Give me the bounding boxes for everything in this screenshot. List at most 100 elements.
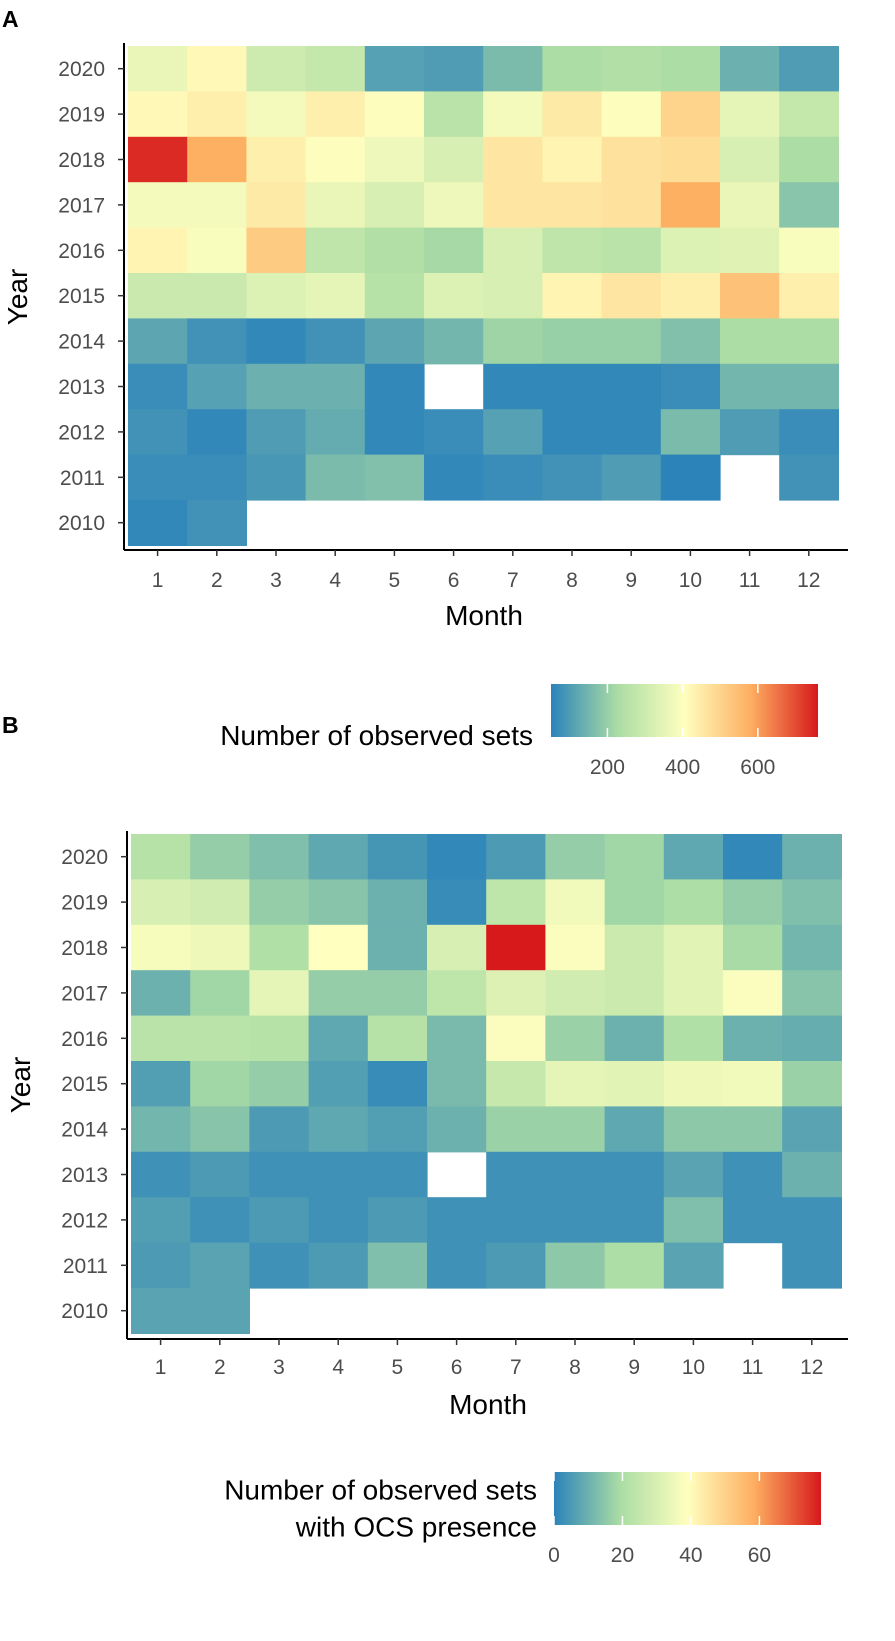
heatmap-cell — [187, 318, 247, 365]
heatmap-cell — [364, 136, 425, 183]
heatmap-cell — [246, 454, 307, 501]
x-tick-label: 4 — [332, 1356, 344, 1379]
heatmap-cell — [779, 136, 839, 183]
heatmap-cell — [545, 924, 606, 971]
x-tick-label: 10 — [679, 569, 702, 592]
y-tick-label: 2012 — [58, 421, 105, 444]
heatmap-cell — [246, 46, 307, 92]
heatmap-cell — [483, 273, 543, 319]
heatmap-cell — [486, 1197, 546, 1244]
x-tick-label: 11 — [739, 569, 761, 592]
heatmap-cell — [364, 227, 425, 274]
y-tick-label: 2017 — [61, 982, 108, 1005]
heatmap-cell — [246, 318, 307, 365]
heatmap-cell — [604, 834, 665, 880]
heatmap-cell — [723, 1061, 783, 1107]
heatmap-cell — [723, 879, 783, 926]
heatmap-cell — [187, 409, 247, 456]
y-tick-label: 2018 — [61, 937, 108, 960]
heatmap-cell — [545, 970, 606, 1017]
heatmap-tiles — [128, 46, 839, 546]
heatmap-cell — [604, 924, 665, 971]
y-tick-label: 2014 — [58, 331, 105, 354]
heatmap-cell — [364, 273, 425, 319]
y-tick-label: 2011 — [63, 1255, 108, 1278]
heatmap-cell — [128, 182, 188, 229]
heatmap-cell — [187, 500, 247, 546]
heatmap-cell — [604, 1061, 665, 1107]
heatmap-cell — [427, 1106, 487, 1153]
panel-b: B1 2 3 4 5 6 7 8 9 10 11 12202020192018201720162015… — [2, 712, 848, 1567]
heatmap-cell — [545, 1197, 606, 1244]
heatmap-cell — [483, 46, 543, 92]
heatmap-cell — [308, 1242, 369, 1289]
y-tick-label: 2020 — [61, 846, 108, 869]
heatmap-cell — [367, 1106, 428, 1153]
heatmap-cell — [542, 227, 603, 274]
x-tick-label: 12 — [800, 1356, 823, 1379]
heatmap-cell — [249, 879, 310, 926]
heatmap-cell — [131, 1061, 191, 1107]
y-tick-label: 2013 — [58, 376, 105, 399]
heatmap-cell — [782, 1015, 842, 1062]
heatmap-cell — [782, 1106, 842, 1153]
heatmap-cell — [249, 1197, 310, 1244]
heatmap-cell — [364, 318, 425, 365]
heatmap-cell — [604, 1015, 665, 1062]
heatmap-cell — [367, 924, 428, 971]
y-tick-label: 2015 — [58, 285, 105, 308]
colorbar-tick-label: 60 — [748, 1544, 771, 1567]
heatmap-cell — [128, 273, 188, 319]
heatmap-cell — [604, 970, 665, 1017]
heatmap-cell — [542, 136, 603, 183]
heatmap-cell — [187, 454, 247, 501]
heatmap-cell — [486, 1061, 546, 1107]
heatmap-cell — [364, 409, 425, 456]
heatmap-cell — [308, 834, 369, 880]
x-tick-label: 1 — [152, 569, 164, 592]
heatmap-cell — [660, 91, 721, 138]
heatmap-cell — [779, 227, 839, 274]
heatmap-cell — [545, 834, 606, 880]
heatmap-cell — [720, 318, 780, 365]
heatmap-cell — [782, 1061, 842, 1107]
heatmap-cell — [723, 1015, 783, 1062]
x-tick-label: 7 — [507, 569, 519, 592]
heatmap-cell — [364, 363, 425, 410]
heatmap-cell — [604, 1106, 665, 1153]
heatmap-cell — [486, 970, 546, 1017]
heatmap-cell — [131, 924, 191, 971]
heatmap-cell — [131, 879, 191, 926]
heatmap-cell — [424, 273, 484, 319]
heatmap-cell — [427, 924, 487, 971]
heatmap-cell — [128, 363, 188, 410]
y-tick-label: 2012 — [61, 1209, 108, 1232]
heatmap-cell — [601, 454, 662, 501]
x-tick-label: 6 — [448, 569, 460, 592]
x-tick-label: 3 — [273, 1356, 285, 1379]
y-axis-title: Year — [2, 269, 33, 326]
y-tick-label: 2020 — [58, 58, 105, 81]
heatmap-cell — [486, 834, 546, 880]
heatmap-cell — [131, 834, 191, 880]
heatmap-cell — [246, 273, 307, 319]
x-tick-label: 11 — [742, 1356, 764, 1379]
x-tick-label: 7 — [510, 1356, 522, 1379]
heatmap-cell — [364, 46, 425, 92]
heatmap-cell — [424, 409, 484, 456]
legend: Number of observed sets 200 400 600 — [220, 684, 818, 779]
heatmap-cell — [305, 454, 366, 501]
heatmap-cell — [246, 363, 307, 410]
heatmap-cell — [249, 1151, 310, 1198]
colorbar-tick-label: 40 — [679, 1544, 702, 1567]
heatmap-cell — [424, 454, 484, 501]
heatmap-cell — [128, 46, 188, 92]
heatmap-cell — [545, 1242, 606, 1289]
heatmap-cell — [131, 1015, 191, 1062]
heatmap-cell — [364, 454, 425, 501]
heatmap-tiles — [131, 834, 842, 1334]
heatmap-cell — [660, 318, 721, 365]
y-tick-label: 2018 — [58, 149, 105, 172]
x-tick-label: 9 — [628, 1356, 640, 1379]
